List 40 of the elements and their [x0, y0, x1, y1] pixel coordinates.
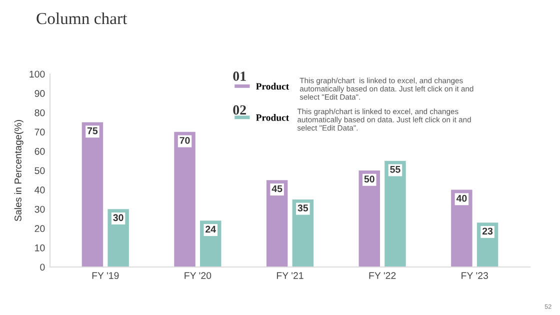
- annotation: 01: [233, 72, 246, 81]
- data-label: 45: [272, 185, 282, 192]
- y-tick-label: 30: [34, 206, 45, 213]
- bar: [174, 132, 196, 267]
- data-label: 55: [390, 166, 400, 173]
- y-axis-title: Sales in Percentage(%): [14, 120, 24, 222]
- bar: [292, 199, 314, 267]
- x-tick-label: FY '22: [369, 272, 396, 279]
- y-tick-label: 40: [34, 186, 45, 194]
- x-tick-label: FY '21: [276, 272, 304, 279]
- bar: [451, 190, 472, 267]
- y-tick-label: 20: [34, 225, 45, 232]
- data-label: 75: [87, 127, 98, 134]
- y-tick-label: 0: [40, 264, 45, 271]
- data-label: 23: [482, 228, 493, 235]
- bar: [82, 122, 104, 267]
- data-label: 35: [298, 204, 308, 212]
- annotation: 02: [233, 105, 246, 115]
- legend-label: Product: [256, 82, 290, 90]
- data-label: 30: [113, 214, 124, 222]
- data-label: 70: [180, 136, 190, 144]
- data-label: 40: [456, 194, 467, 202]
- data-label: 24: [206, 226, 216, 233]
- chart-title: Column chart: [36, 12, 128, 24]
- x-tick-label: FY '19: [92, 272, 119, 279]
- x-tick-label: FY '20: [184, 272, 212, 279]
- y-tick-label: 80: [34, 109, 45, 116]
- y-tick-label: 10: [35, 244, 45, 252]
- bar: [384, 160, 406, 267]
- bar: [358, 170, 380, 267]
- legend-label: Product: [256, 114, 290, 121]
- bar: [108, 209, 129, 267]
- y-tick-label: 70: [34, 128, 45, 136]
- bar: [266, 180, 288, 267]
- x-tick-label: FY '23: [462, 272, 488, 279]
- y-tick-label: 90: [34, 90, 45, 97]
- y-tick-label: 50: [34, 167, 45, 174]
- y-tick-label: 100: [30, 70, 45, 78]
- data-label: 50: [364, 176, 374, 182]
- y-tick-label: 60: [34, 148, 45, 155]
